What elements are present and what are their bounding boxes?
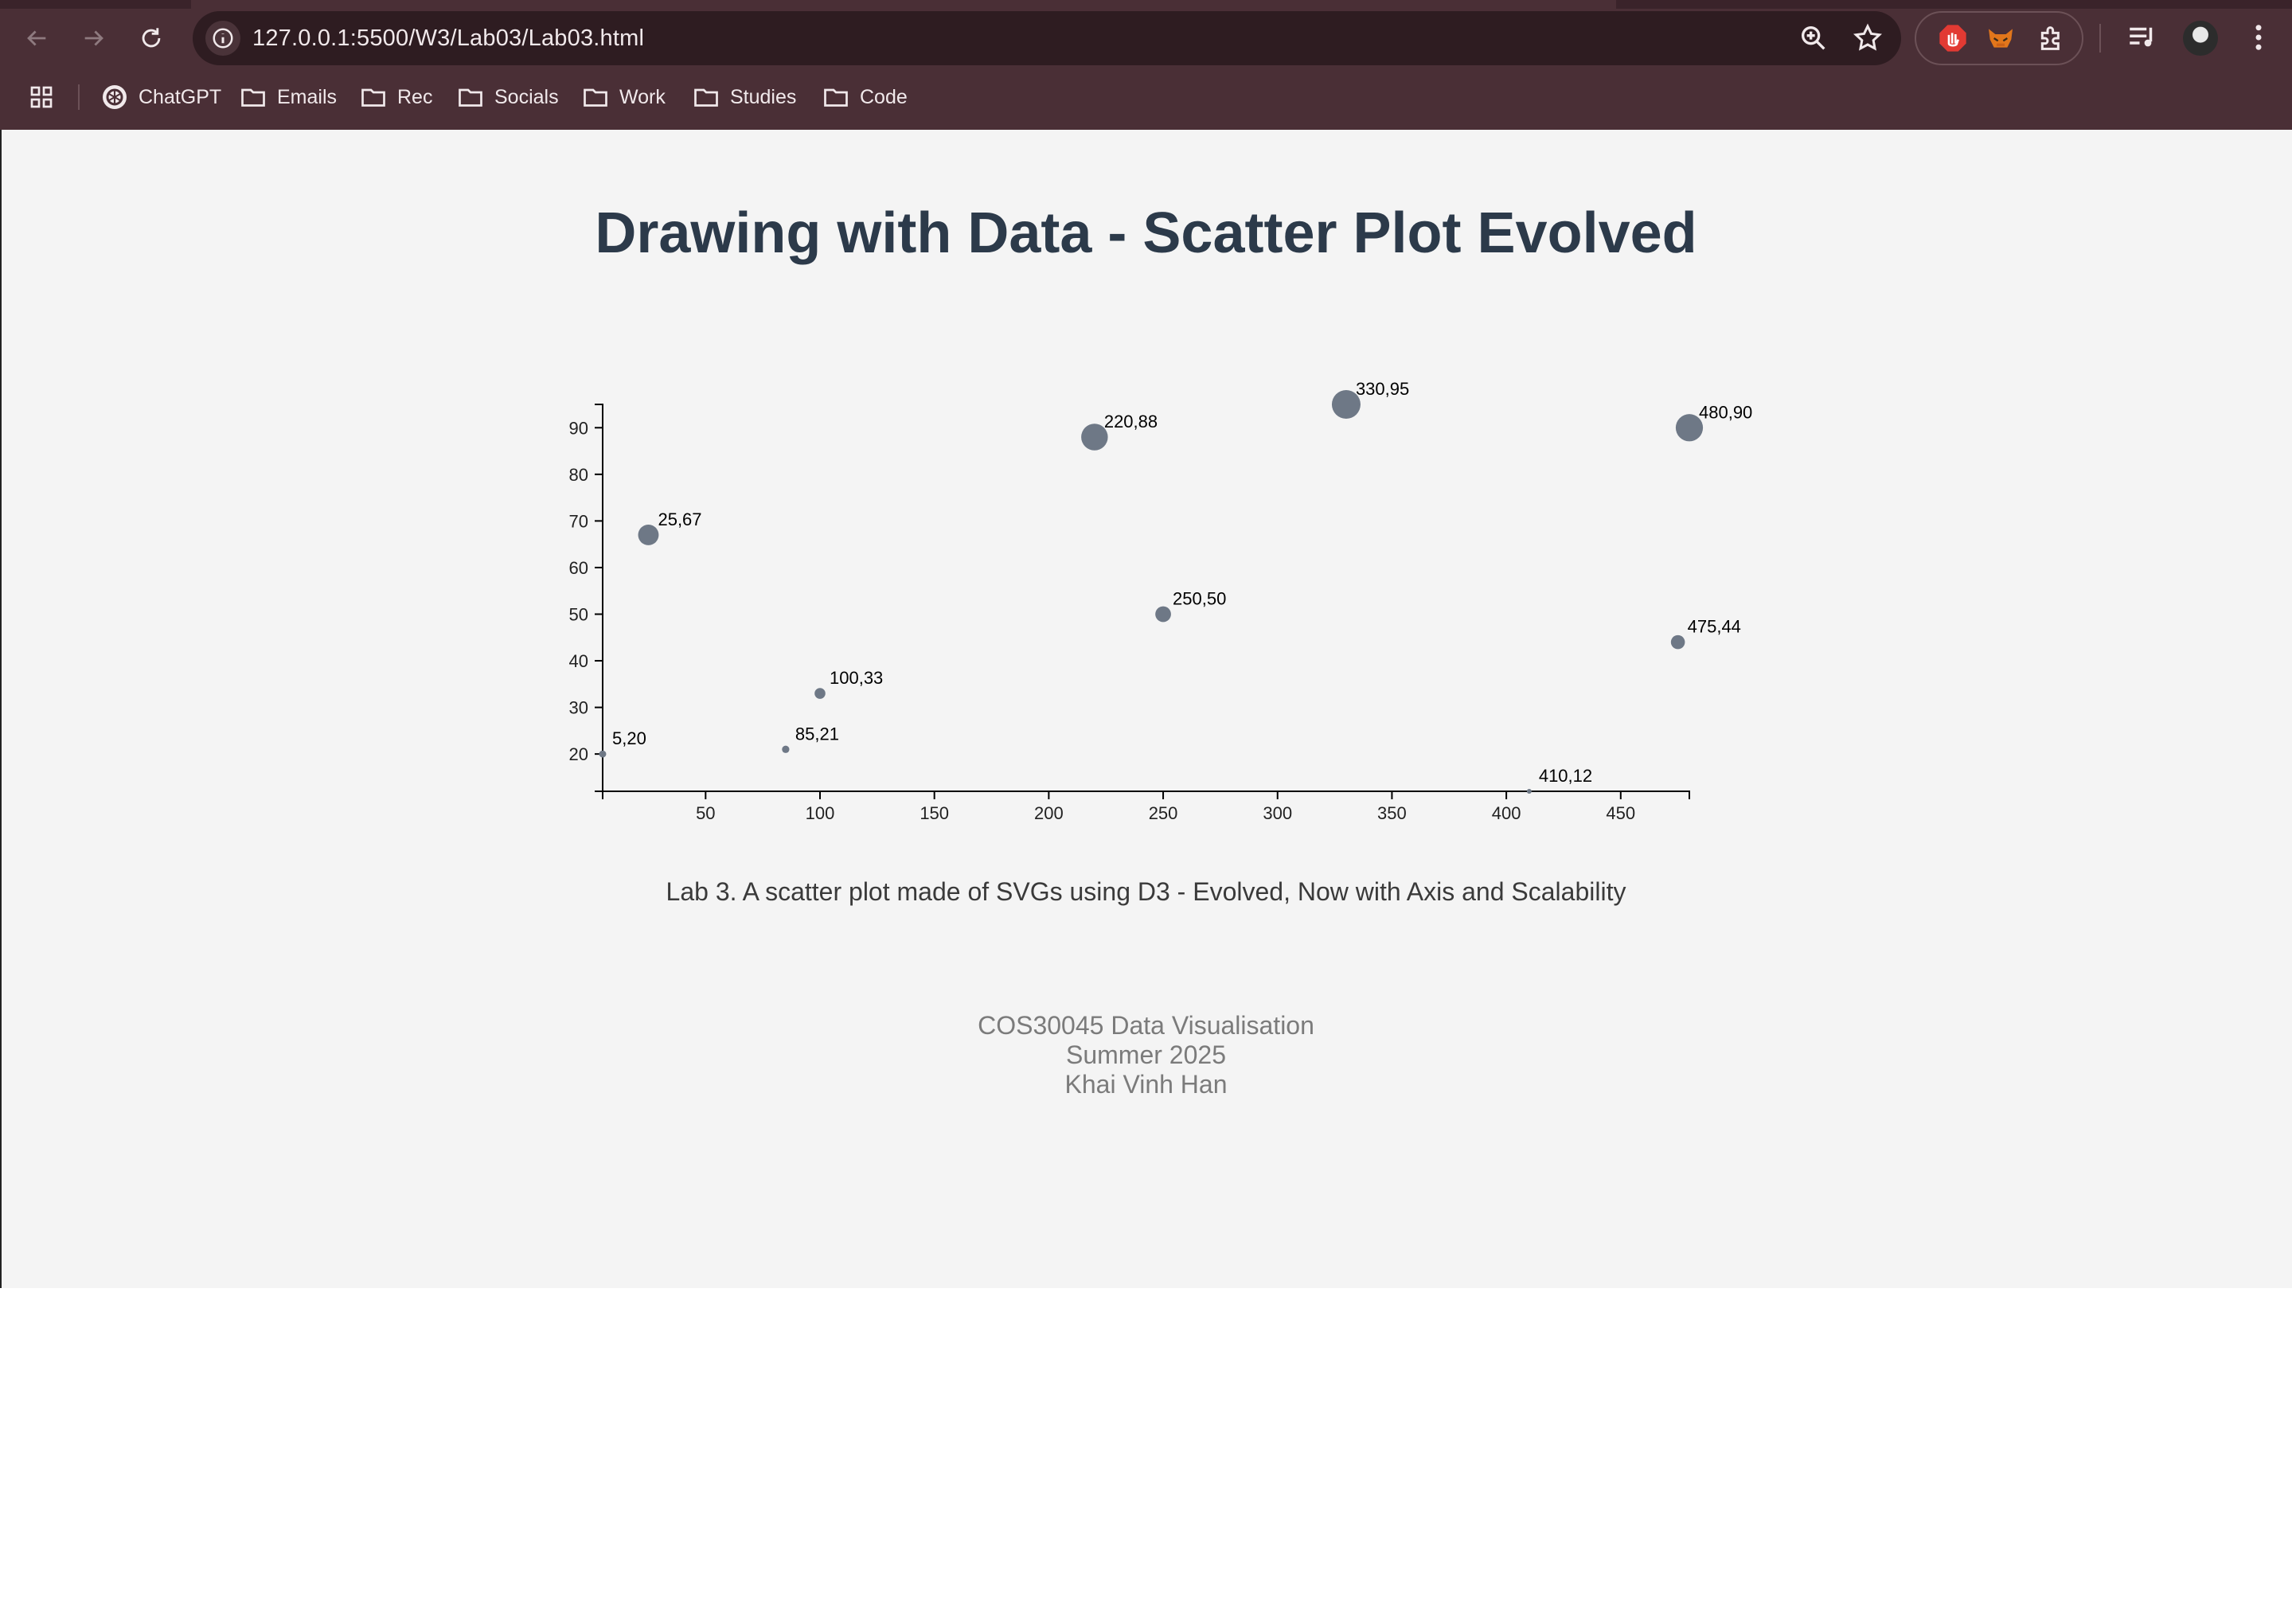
x-axis-tick-label: 200	[1034, 803, 1064, 823]
data-point[interactable]	[814, 688, 826, 699]
x-axis-tick-label: 150	[920, 803, 949, 823]
bookmark-star-icon[interactable]	[1852, 22, 1884, 54]
footer-course: COS30045 Data Visualisation	[978, 1011, 1314, 1040]
folder-icon	[584, 88, 607, 107]
site-info-icon[interactable]	[205, 21, 240, 56]
x-axis-tick-label: 350	[1377, 803, 1407, 823]
bookmark-label: ChatGPT	[139, 85, 222, 108]
data-point[interactable]	[638, 525, 659, 545]
data-point-label: 5,20	[612, 728, 646, 748]
data-point-label: 85,21	[795, 724, 839, 744]
data-point[interactable]	[782, 745, 790, 753]
arrow-left-icon	[27, 30, 46, 46]
bookmarks-separator	[78, 84, 80, 110]
footer-author: Khai Vinh Han	[1064, 1070, 1228, 1099]
y-axis-tick-label: 30	[569, 698, 588, 718]
reload-icon	[142, 28, 161, 48]
bookmark-label: Socials	[494, 85, 559, 108]
bookmark-folder-rec[interactable]: Rec	[359, 80, 432, 115]
data-point-label: 250,50	[1173, 588, 1226, 608]
data-point[interactable]	[1155, 606, 1171, 623]
bookmark-folder-studies[interactable]: Studies	[692, 80, 796, 115]
y-axis-tick-label: 90	[569, 418, 588, 438]
bookmark-folder-code[interactable]: Code	[822, 80, 908, 115]
arrow-right-icon	[84, 30, 103, 46]
browser-toolbar: 127.0.0.1:5500/W3/Lab03/Lab03.html ChatG…	[0, 0, 2292, 130]
fox-extension-icon[interactable]	[1985, 22, 2017, 54]
chatgpt-icon	[103, 85, 127, 109]
x-axis-tick-label: 50	[696, 803, 715, 823]
data-point[interactable]	[1081, 424, 1108, 451]
folder-icon	[361, 88, 385, 107]
apps-button[interactable]	[27, 80, 56, 115]
bookmark-label: Code	[860, 85, 908, 108]
data-point-label: 330,95	[1356, 379, 1409, 399]
bookmarks-bar: ChatGPT Emails Rec Socials Work Studies …	[0, 73, 2292, 121]
media-controls-icon[interactable]	[2126, 21, 2159, 54]
y-axis-tick-label: 40	[569, 651, 588, 671]
y-axis-line	[595, 404, 603, 792]
data-point[interactable]	[1675, 414, 1704, 442]
puzzle-extensions-icon[interactable]	[2036, 22, 2067, 54]
address-bar[interactable]: 127.0.0.1:5500/W3/Lab03/Lab03.html	[193, 11, 1901, 65]
forward-button[interactable]	[73, 18, 115, 59]
bookmark-label: Rec	[397, 85, 433, 108]
data-point[interactable]	[1670, 634, 1685, 650]
bookmark-chatgpt[interactable]: ChatGPT	[100, 80, 221, 115]
data-point-label: 25,67	[658, 509, 701, 529]
folder-icon	[824, 88, 848, 107]
x-axis-tick-label: 300	[1263, 803, 1292, 823]
data-point[interactable]	[599, 750, 607, 758]
y-axis-tick-label: 80	[569, 465, 588, 485]
zoom-icon[interactable]	[1798, 22, 1829, 54]
x-axis-tick-label: 400	[1492, 803, 1521, 823]
bookmark-label: Studies	[730, 85, 797, 108]
bookmark-folder-socials[interactable]: Socials	[456, 80, 559, 115]
folder-icon	[241, 88, 265, 107]
bookmark-label: Emails	[277, 85, 338, 108]
x-axis-tick-label: 100	[806, 803, 835, 823]
bookmark-label: Work	[619, 85, 666, 108]
more-menu-icon[interactable]	[2242, 21, 2275, 54]
bookmark-folder-emails[interactable]: Emails	[239, 80, 337, 115]
tab-strip	[0, 0, 2292, 9]
folder-icon	[459, 88, 482, 107]
x-axis-tick-label: 450	[1606, 803, 1635, 823]
y-axis-tick-label: 60	[569, 558, 588, 578]
active-tab[interactable]	[191, 0, 1616, 9]
data-point[interactable]	[1331, 390, 1361, 419]
x-axis-tick-label: 250	[1149, 803, 1178, 823]
data-point-label: 475,44	[1688, 617, 1741, 637]
extensions-group	[1915, 11, 2083, 65]
x-axis-line	[602, 791, 1690, 799]
data-point-label: 220,88	[1104, 412, 1158, 431]
url-text[interactable]: 127.0.0.1:5500/W3/Lab03/Lab03.html	[252, 25, 645, 51]
folder-icon	[694, 88, 718, 107]
viewport-edge	[0, 130, 2, 1288]
profile-avatar[interactable]	[2183, 21, 2218, 56]
chart-caption: Lab 3. A scatter plot made of SVGs using…	[666, 877, 1626, 906]
page-footer: COS30045 Data Visualisation Summer 2025 …	[0, 1011, 2292, 1099]
apps-grid-icon	[30, 86, 53, 108]
reload-button[interactable]	[131, 18, 172, 59]
page-title: Drawing with Data - Scatter Plot Evolved	[595, 201, 1697, 265]
toolbar-divider	[2099, 24, 2101, 53]
bookmark-folder-work[interactable]: Work	[581, 80, 666, 115]
y-axis-tick-label: 70	[569, 511, 588, 531]
page-viewport	[2, 130, 2292, 1288]
data-point-label: 480,90	[1699, 402, 1752, 422]
footer-term: Summer 2025	[1066, 1040, 1226, 1069]
adblock-extension-icon[interactable]	[1937, 22, 1969, 54]
y-axis-tick-label: 50	[569, 604, 588, 624]
back-button[interactable]	[16, 18, 57, 59]
data-point[interactable]	[1526, 789, 1532, 794]
data-point-label: 100,33	[830, 668, 883, 688]
y-axis-tick-label: 20	[569, 744, 588, 764]
data-point-label: 410,12	[1539, 766, 1592, 786]
